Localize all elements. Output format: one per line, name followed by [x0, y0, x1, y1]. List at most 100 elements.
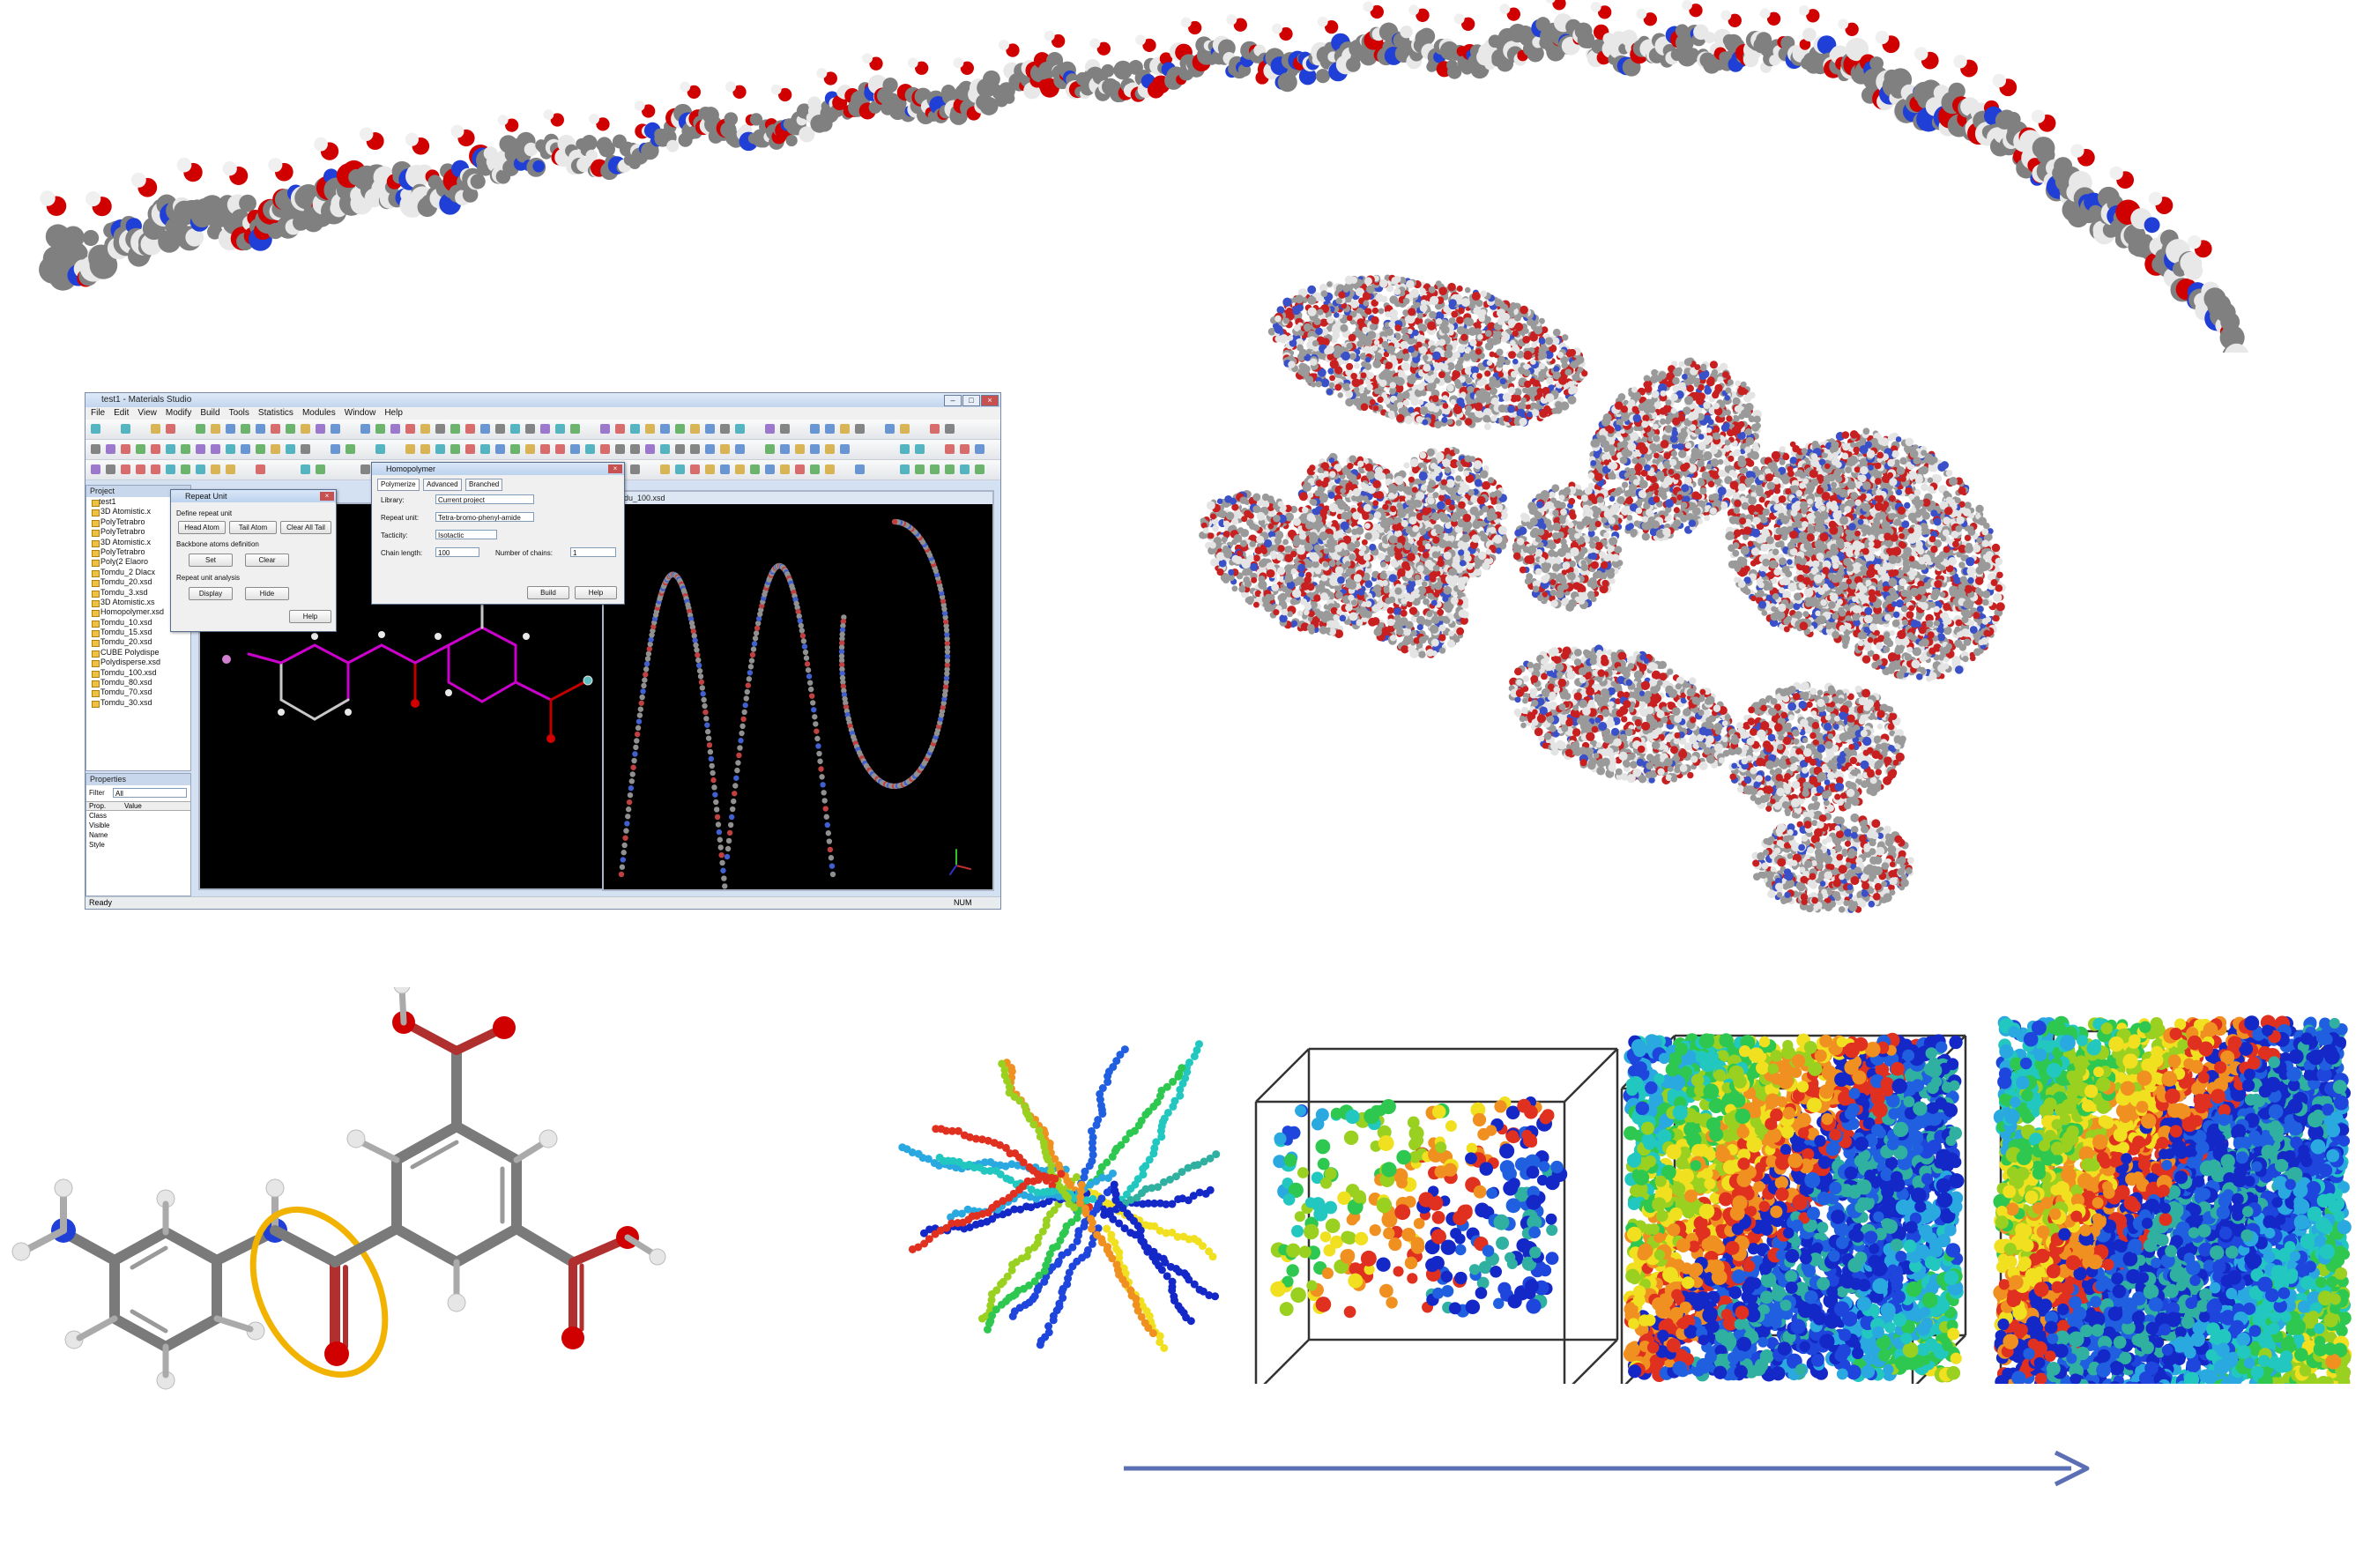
carboxyl-hydrogen — [770, 84, 782, 95]
cluster-atom — [1358, 606, 1368, 616]
cluster-atom — [1544, 350, 1554, 360]
cluster-atom — [1347, 462, 1354, 470]
cluster-atom — [1420, 299, 1428, 307]
carboxyl-oxygen — [1506, 7, 1520, 21]
cluster-atom — [1351, 528, 1358, 536]
carboxyl-oxygen — [1845, 22, 1859, 36]
cluster-atom — [1501, 312, 1511, 322]
cluster-atom — [1538, 370, 1547, 379]
cluster-atom — [1360, 481, 1366, 488]
cluster-atom — [1345, 390, 1354, 398]
cluster-atom — [1332, 331, 1341, 340]
chain-atom — [576, 157, 592, 173]
cluster-atom — [1314, 490, 1321, 497]
cluster-atom — [1290, 620, 1298, 627]
cluster-atom — [1527, 411, 1533, 418]
cluster-atom — [1297, 546, 1305, 555]
cluster-atom — [1512, 330, 1520, 338]
cluster-atom — [1416, 312, 1423, 319]
chain-atom — [1704, 32, 1716, 44]
cluster-atom — [1360, 372, 1367, 379]
cluster-atom — [1326, 281, 1333, 287]
cluster-atom — [1468, 327, 1477, 337]
cluster-atom — [1208, 532, 1215, 539]
cluster-atom — [1483, 423, 1491, 430]
carboxyl-hydrogen — [999, 40, 1009, 51]
cluster-atom — [1522, 328, 1529, 335]
cluster-atom — [1395, 376, 1405, 386]
amorphous-clusters-image — [1199, 274, 2006, 914]
cluster-atom — [1568, 348, 1577, 357]
carboxyl-oxygen — [687, 85, 701, 100]
cluster-atom — [1279, 614, 1288, 623]
cluster-atom — [1310, 381, 1317, 388]
cluster-atom — [1478, 315, 1486, 323]
cluster-atom — [1252, 554, 1260, 562]
cluster-atom — [1487, 323, 1495, 331]
cluster-atom — [1346, 342, 1353, 350]
cluster-atom — [1366, 471, 1376, 480]
cluster-atom — [1393, 620, 1403, 629]
cluster-atom — [1369, 398, 1376, 405]
cluster-atom — [1333, 614, 1340, 621]
cluster-atom — [1326, 388, 1334, 396]
cluster-atom — [1402, 399, 1409, 406]
cluster-atom — [1354, 362, 1360, 369]
cluster-atom — [1453, 405, 1462, 414]
cluster-atom — [1247, 512, 1254, 519]
chain-atom — [1003, 93, 1015, 104]
cluster-atom — [1479, 308, 1487, 316]
carboxyl-oxygen — [1006, 43, 1020, 57]
cluster-atom — [1456, 316, 1464, 324]
chain-atom — [585, 149, 598, 162]
cluster-atom — [1431, 351, 1441, 360]
cluster-atom — [1372, 479, 1381, 489]
cluster-atom — [1373, 388, 1380, 395]
cluster-atom — [1335, 297, 1342, 304]
carboxyl-oxygen — [1188, 20, 1202, 35]
cluster-atom — [1326, 316, 1334, 324]
cluster-atom — [1319, 318, 1328, 327]
cluster-atom — [1285, 572, 1293, 581]
cluster-atom — [1508, 351, 1517, 360]
cluster-atom — [1222, 520, 1230, 528]
cluster-atom — [1337, 576, 1345, 584]
cluster-atom — [1508, 386, 1516, 395]
cluster-atom — [1544, 337, 1554, 346]
cluster-atom — [1678, 360, 1685, 368]
cluster-atom — [1333, 350, 1341, 359]
carboxyl-hydrogen — [40, 190, 56, 206]
cluster-atom — [1312, 554, 1320, 562]
cluster-atom — [1663, 452, 1671, 460]
cluster-atom — [1512, 358, 1519, 365]
cluster-atom — [1274, 324, 1283, 334]
cluster-atom — [1263, 539, 1273, 548]
cluster-atom — [1256, 535, 1265, 544]
chain-atom — [158, 230, 181, 253]
cluster-atom — [1389, 354, 1397, 362]
cluster-atom — [1320, 290, 1328, 298]
cluster-atom — [1231, 585, 1238, 592]
cluster-atom — [1442, 595, 1449, 603]
cluster-atom — [1568, 387, 1575, 395]
cluster-atom — [1564, 368, 1572, 376]
cluster-atom — [1334, 566, 1344, 575]
cluster-atom — [1292, 517, 1302, 526]
cluster-atom — [1267, 523, 1274, 530]
cluster-atom — [1408, 645, 1416, 653]
cluster-atom — [1520, 305, 1528, 315]
cluster-atom — [1520, 397, 1527, 404]
chain-atom — [185, 227, 204, 247]
cluster-atom — [1378, 279, 1388, 288]
cluster-atom — [1423, 598, 1430, 606]
cluster-atom — [1378, 379, 1387, 388]
cluster-atom — [1400, 340, 1408, 350]
cluster-atom — [1366, 285, 1375, 294]
cluster-atom — [1287, 335, 1294, 341]
cluster-atom — [1364, 308, 1372, 316]
carboxyl-oxygen — [823, 71, 837, 85]
carboxyl-hydrogen — [1590, 1, 1601, 12]
carboxyl-hydrogen — [2148, 191, 2163, 206]
carboxyl-hydrogen — [497, 115, 509, 126]
chain-atom — [532, 160, 545, 173]
